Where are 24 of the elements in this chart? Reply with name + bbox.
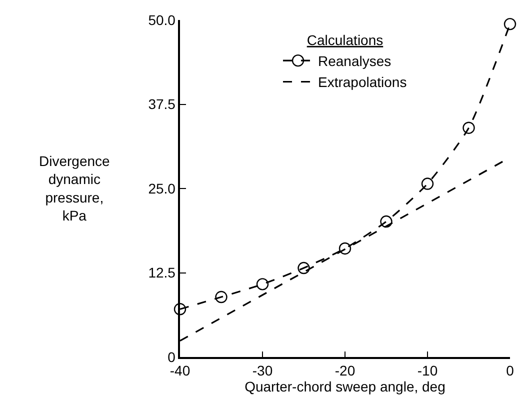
point: [421, 178, 434, 190]
legend-label: Reanalyses: [318, 53, 392, 69]
x-tick-label: -40: [170, 362, 190, 379]
point: [298, 262, 310, 274]
x-tick-label: -20: [334, 362, 356, 379]
point: [504, 18, 516, 30]
y-tick-label: 25.0: [148, 180, 176, 196]
point: [380, 215, 392, 228]
y-tick-label: 0: [168, 348, 176, 365]
point: [174, 303, 186, 316]
x-tick-label: -30: [252, 362, 273, 379]
x-axis-title: Quarter-chord sweep angle, deg: [244, 378, 446, 395]
point: [462, 122, 475, 134]
y-tick-label: 12.5: [148, 264, 176, 281]
legend-title: Calculations: [306, 32, 384, 48]
x-tick-label: 0: [506, 362, 514, 379]
x-tick-label: -10: [417, 362, 438, 379]
legend-label: Extrapolations: [318, 74, 407, 90]
y-tick-label: 50.0: [148, 12, 176, 28]
point: [256, 278, 269, 290]
point: [338, 242, 352, 255]
y-axis-title: Divergence dynamic pressure, kPa: [39, 153, 110, 224]
point: [215, 290, 228, 304]
y-tick-label: 37.5: [148, 96, 176, 112]
